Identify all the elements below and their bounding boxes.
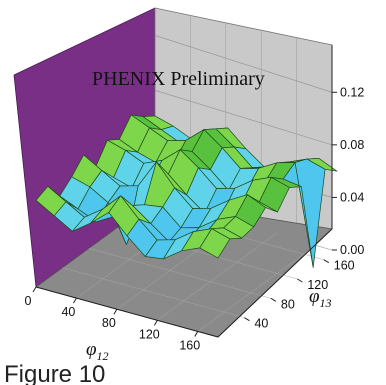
z-tick-label: 0.00 (340, 243, 364, 257)
y-tick-label: 80 (281, 297, 295, 311)
back-gridline (154, 35, 333, 93)
y-axis (217, 228, 333, 338)
x-axis-subscript: 12 (97, 349, 109, 363)
y-axis-title: φ13 (309, 286, 332, 310)
y-axis-symbol: φ (309, 286, 320, 307)
y-tick-mark (270, 297, 277, 302)
figure-caption: Figure 10 (4, 361, 105, 385)
back-gridline (154, 89, 333, 146)
y-tick-label: 120 (307, 278, 328, 292)
x-axis (35, 286, 219, 338)
floor-gridline (62, 267, 245, 318)
x-tick-label: 120 (139, 327, 160, 341)
x-axis-symbol: φ (86, 339, 97, 360)
z-tick-labels: 0.00 0.04 0.08 0.12 (332, 85, 364, 257)
x-tick-mark (153, 320, 158, 326)
watermark: PHENIX Preliminary (92, 68, 265, 90)
y-axis-subscript: 13 (320, 296, 332, 310)
x-tick-label: 0 (25, 294, 32, 308)
y-tick-mark (244, 317, 250, 322)
floor-gridline (157, 233, 277, 321)
x-tick-label: 80 (102, 316, 116, 330)
surface-patch (199, 228, 231, 259)
x-axis-title: φ12 (86, 339, 109, 363)
floor-gridline (88, 248, 271, 299)
x-tick-mark (194, 331, 199, 337)
floor-gridline (197, 244, 317, 332)
x-tick-mark (73, 297, 77, 304)
x-tick-mark (113, 308, 118, 315)
y-tick-mark (323, 259, 330, 264)
y-tick-mark (297, 278, 303, 283)
z-tick-label: 0.08 (340, 138, 364, 152)
z-tick-label: 0.04 (340, 190, 364, 204)
surface-mesh (35, 114, 338, 268)
y-tick-labels: 40 80 120 160 (244, 259, 355, 331)
x-tick-labels: 0 40 80 120 160 (25, 286, 200, 352)
x-tick-mark (32, 286, 37, 293)
x-tick-label: 40 (61, 305, 75, 319)
y-tick-label: 160 (334, 259, 355, 273)
z-tick-label: 0.12 (340, 85, 364, 99)
x-tick-label: 160 (179, 338, 200, 352)
y-tick-label: 40 (254, 317, 268, 331)
